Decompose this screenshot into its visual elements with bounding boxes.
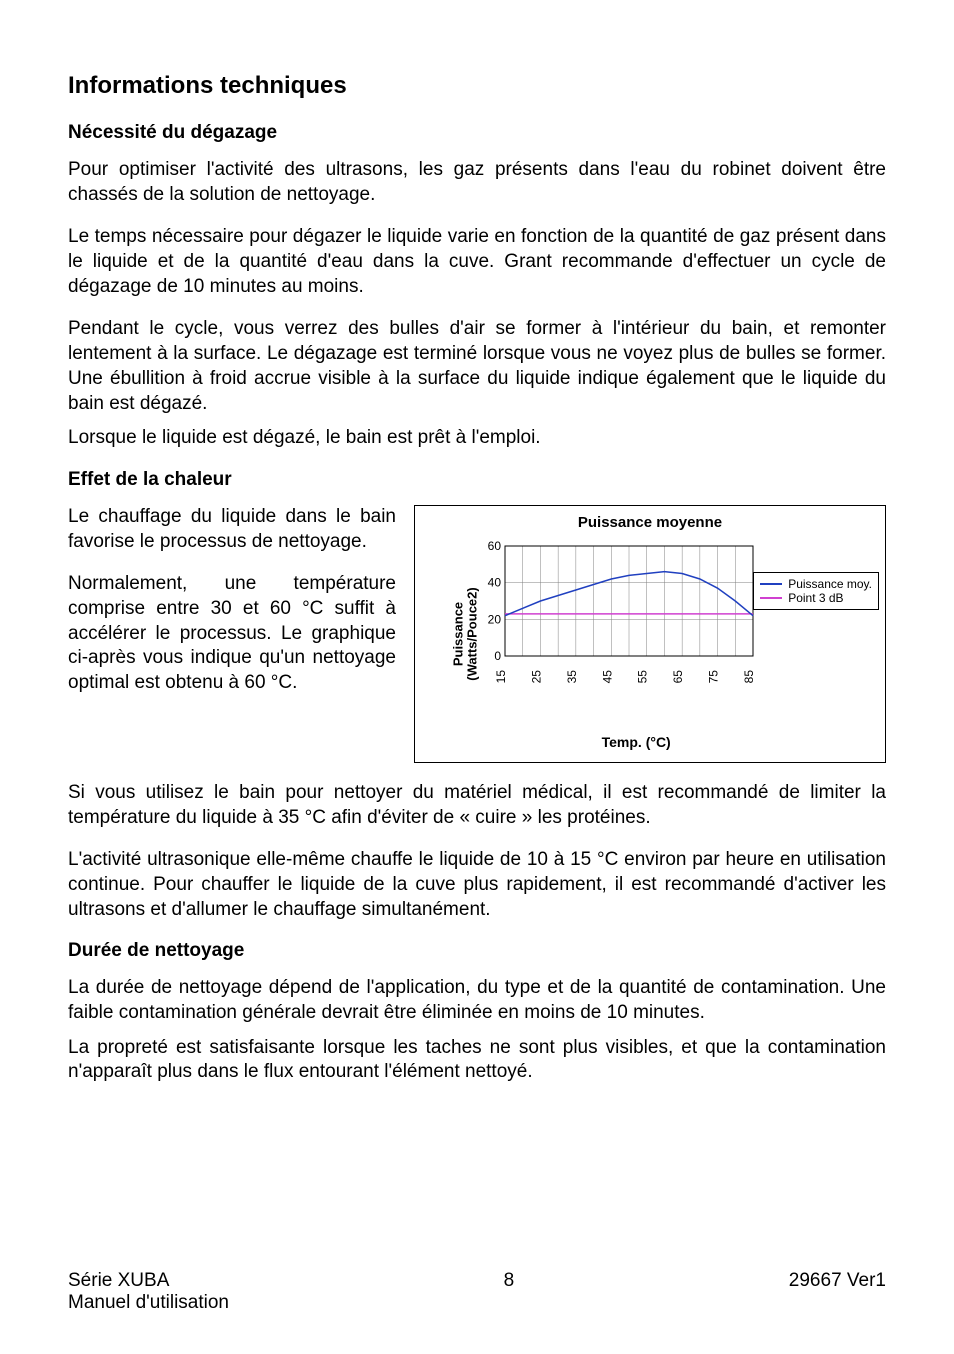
svg-text:75: 75: [707, 670, 721, 684]
svg-text:0: 0: [494, 649, 501, 663]
paragraph: Normalement, une température comprise en…: [68, 572, 396, 695]
svg-text:35: 35: [565, 670, 579, 684]
svg-text:85: 85: [742, 670, 756, 684]
svg-text:65: 65: [671, 670, 685, 684]
section-heading-degazage: Nécessité du dégazage: [68, 122, 886, 144]
legend-swatch-2: [760, 597, 782, 599]
section-heading-chaleur: Effet de la chaleur: [68, 469, 886, 491]
chart-legend: Puissance moy. Point 3 dB: [753, 572, 879, 610]
svg-text:40: 40: [488, 576, 502, 590]
paragraph: La propreté est satisfaisante lorsque le…: [68, 1036, 886, 1085]
paragraph: Le temps nécessaire pour dégazer le liqu…: [68, 225, 886, 299]
footer-docid: 29667 Ver1: [789, 1270, 886, 1314]
svg-text:25: 25: [529, 670, 543, 684]
paragraph: L'activité ultrasonique elle-même chauff…: [68, 848, 886, 922]
paragraph: Si vous utilisez le bain pour nettoyer d…: [68, 781, 886, 830]
svg-text:15: 15: [494, 670, 508, 684]
legend-label-1: Puissance moy.: [788, 577, 872, 591]
page-footer: Série XUBA Manuel d'utilisation 8 29667 …: [68, 1270, 886, 1314]
chart-x-label: Temp. (°C): [602, 734, 671, 750]
chart-y-label: Puissance(Watts/Pouce2): [451, 587, 480, 680]
paragraph: Pour optimiser l'activité des ultrasons,…: [68, 158, 886, 207]
svg-text:20: 20: [488, 612, 502, 626]
paragraph: Le chauffage du liquide dans le bain fav…: [68, 505, 396, 554]
footer-page-number: 8: [504, 1270, 515, 1314]
paragraph: La durée de nettoyage dépend de l'applic…: [68, 976, 886, 1025]
svg-text:55: 55: [636, 670, 650, 684]
chart-title: Puissance moyenne: [415, 506, 885, 531]
paragraph: Lorsque le liquide est dégazé, le bain e…: [68, 426, 886, 451]
section-heading-duree: Durée de nettoyage: [68, 940, 886, 962]
footer-series: Série XUBA: [68, 1270, 229, 1292]
svg-text:60: 60: [488, 539, 502, 553]
paragraph: Pendant le cycle, vous verrez des bulles…: [68, 317, 886, 416]
legend-label-2: Point 3 dB: [788, 591, 843, 605]
svg-text:45: 45: [600, 670, 614, 684]
footer-manual: Manuel d'utilisation: [68, 1292, 229, 1314]
page-title: Informations techniques: [68, 72, 886, 100]
chart-puissance-moyenne: Puissance moyenne Puissance(Watts/Pouce2…: [414, 505, 886, 763]
chart-plot-area: 02040601525354555657585: [483, 546, 753, 686]
legend-swatch-1: [760, 583, 782, 585]
